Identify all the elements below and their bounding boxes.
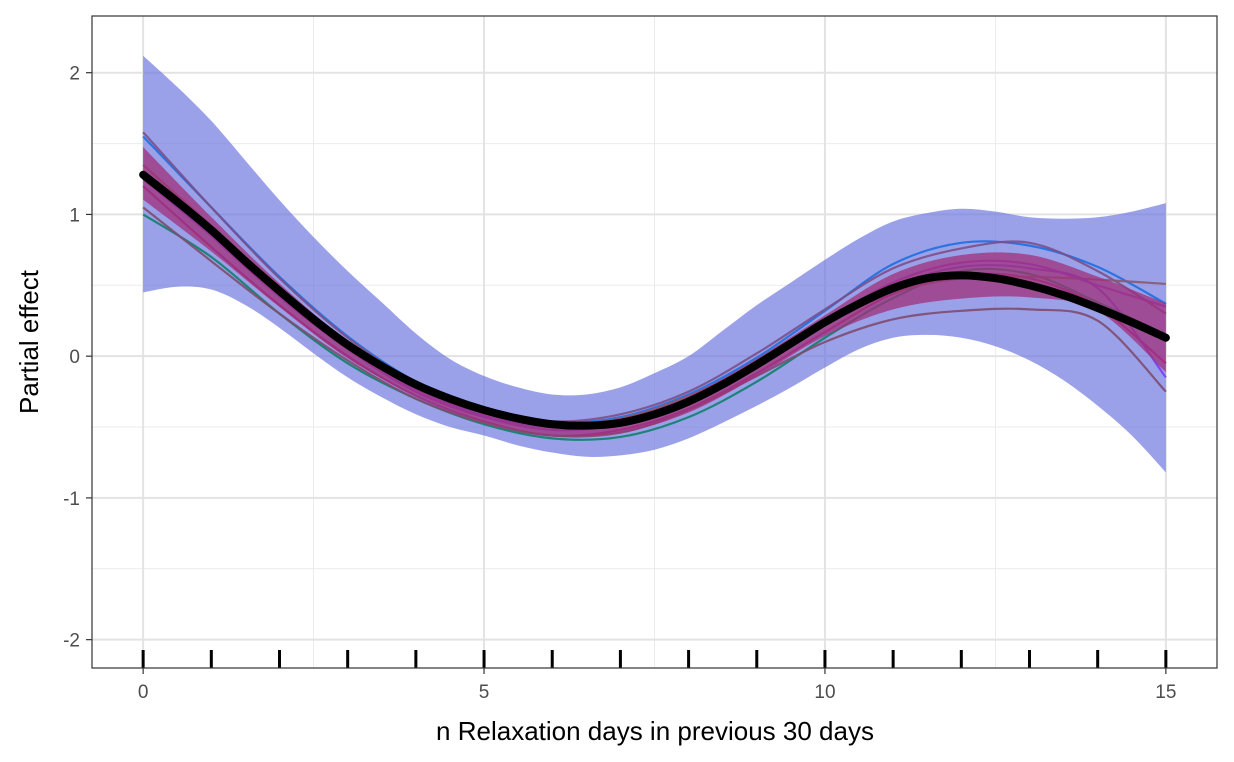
ensemble-core-area xyxy=(143,147,1166,437)
axes: 0 5 10 15 -2 -1 0 1 2 xyxy=(63,64,1176,703)
confidence-band-area xyxy=(143,55,1166,473)
x-tick-label: 10 xyxy=(814,682,835,703)
y-tick-label: -2 xyxy=(63,631,80,652)
x-axis-title: n Relaxation days in previous 30 days xyxy=(436,716,874,746)
x-tick-label: 0 xyxy=(138,682,149,703)
y-tick-label: -1 xyxy=(63,489,80,510)
y-tick-label: 1 xyxy=(69,205,80,226)
y-tick-label: 0 xyxy=(69,347,80,368)
mean-curve-line xyxy=(139,170,1170,430)
confidence-band xyxy=(143,55,1166,473)
rug-marks xyxy=(141,650,1168,668)
y-axis-title: Partial effect xyxy=(14,269,44,414)
x-tick-label: 15 xyxy=(1155,682,1176,703)
panel-border xyxy=(91,15,1218,669)
x-tick-label: 5 xyxy=(479,682,490,703)
mean-curve xyxy=(139,170,1170,430)
ensemble-curve-3 xyxy=(142,131,1167,423)
y-tick-label: 2 xyxy=(69,64,80,85)
